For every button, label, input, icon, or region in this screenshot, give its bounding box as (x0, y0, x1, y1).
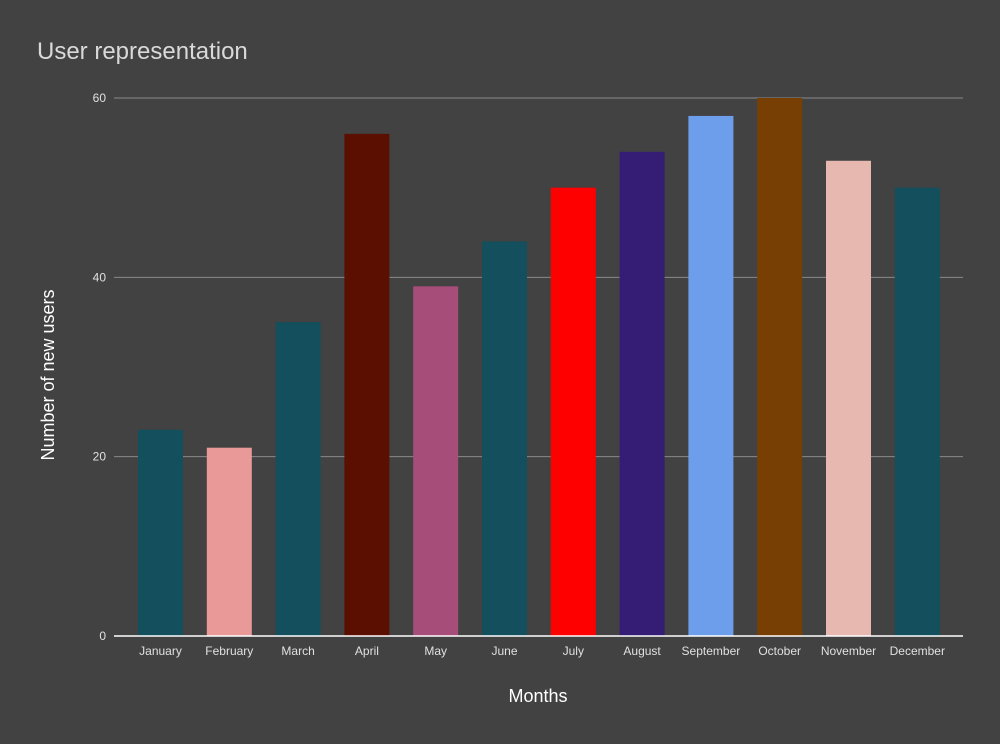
x-tick-label: October (758, 644, 801, 658)
x-tick-label: November (821, 644, 876, 658)
x-tick-label: May (424, 644, 447, 658)
bar-may (413, 286, 459, 636)
bar-october (757, 98, 803, 636)
bar-january (138, 429, 183, 636)
bar-november (826, 160, 871, 636)
bar-march (275, 322, 321, 636)
y-tick-label: 0 (99, 629, 106, 643)
x-tick-label: June (491, 644, 517, 658)
bars (138, 98, 940, 637)
bar-april (344, 133, 390, 636)
x-axis-title: Months (508, 686, 567, 706)
x-tick-label: December (890, 644, 945, 658)
x-axis-ticks: January February March April May June July Augu… (139, 644, 945, 658)
x-tick-label: August (623, 644, 661, 658)
y-tick-label: 40 (93, 270, 107, 284)
y-axis-ticks: 0 20 40 60 (93, 91, 107, 643)
bar-february (206, 447, 252, 636)
x-tick-label: July (563, 644, 584, 658)
chart-title: User representation (37, 38, 248, 65)
x-tick-label: January (139, 644, 182, 658)
bar-july (550, 187, 596, 636)
bar-august (619, 151, 665, 637)
bar-december (894, 187, 940, 636)
y-tick-label: 20 (93, 450, 107, 464)
y-tick-label: 60 (93, 91, 107, 105)
x-tick-label: February (205, 644, 253, 658)
bar-june (482, 241, 527, 636)
y-axis-title: Number of new users (38, 289, 58, 460)
bar-september (688, 115, 734, 636)
gridlines (114, 97, 963, 458)
x-tick-label: March (281, 644, 314, 658)
x-tick-label: September (682, 644, 741, 658)
x-tick-label: April (355, 644, 379, 658)
